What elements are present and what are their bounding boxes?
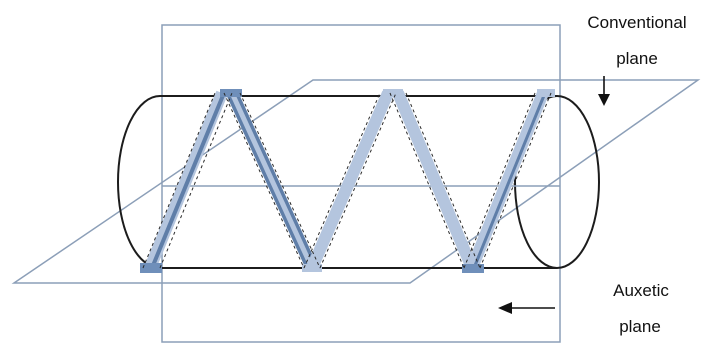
- slanted-plane: [11, 79, 701, 284]
- dashed-guide: [142, 92, 216, 269]
- auxetic-plane-label-line1: Auxetic: [613, 281, 669, 300]
- conventional-plane-label-line1: Conventional: [587, 13, 686, 32]
- helix-strip: [466, 90, 549, 271]
- helix-strip: [229, 91, 315, 270]
- strip-end-cap: [462, 264, 484, 273]
- auxetic-plane-label-line2: plane: [619, 317, 661, 336]
- strip-end-caps: [140, 89, 555, 273]
- dashed-guides: [142, 92, 552, 269]
- annotation-arrows: [498, 76, 610, 314]
- vertical-plane: [161, 24, 561, 343]
- helix-strip: [392, 90, 478, 271]
- strip-end-cap: [220, 89, 242, 97]
- conventional-arrow-head: [598, 94, 610, 106]
- dashed-guide: [239, 92, 321, 269]
- cylinder: [117, 95, 600, 269]
- conventional-plane-label-line2: plane: [616, 49, 658, 68]
- dashed-guide: [389, 92, 465, 269]
- dashed-guide: [303, 92, 381, 269]
- helix-strips: [144, 90, 549, 271]
- dashed-guide: [463, 92, 536, 269]
- helix-strip: [472, 92, 547, 269]
- cylinder-left-cap: [117, 95, 161, 269]
- dashed-guide: [319, 92, 397, 269]
- strip-end-cap: [383, 89, 403, 97]
- auxetic-arrow-head: [498, 302, 512, 314]
- strip-end-cap: [537, 89, 555, 97]
- dashed-guide: [479, 92, 552, 269]
- helix-strip: [150, 92, 226, 269]
- dashed-guide: [159, 92, 233, 269]
- strip-end-cap: [302, 264, 322, 272]
- dashed-guide: [223, 92, 305, 269]
- helix-strip: [306, 90, 394, 271]
- strip-end-cap: [140, 263, 162, 273]
- dashed-guide: [405, 92, 481, 269]
